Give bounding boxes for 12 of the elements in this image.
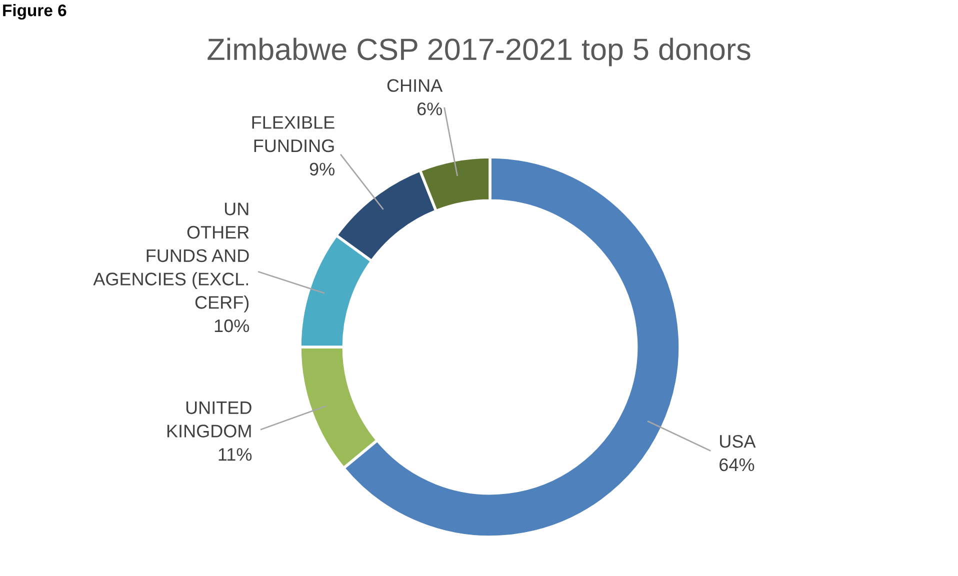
data-label: 9% xyxy=(310,162,334,176)
slice-label: FLEXIBLE FUNDING xyxy=(252,116,334,152)
slice-label: USA xyxy=(720,434,756,448)
slice-label: UN OTHER FUNDS AND AGENCIES (EXCL. CERF) xyxy=(93,202,249,312)
data-label: 10% xyxy=(214,319,250,332)
data-label: 6% xyxy=(417,102,442,116)
slice-label: CHINA xyxy=(387,79,443,92)
chart-title: Zimbabwe CSP 2017-2021 top 5 donors xyxy=(208,38,750,66)
data-label: 64% xyxy=(720,458,754,472)
data-label: 11% xyxy=(218,448,252,461)
slice-label: UNITED KINGDOM xyxy=(167,401,252,438)
caption: Figure 6 xyxy=(3,4,66,20)
